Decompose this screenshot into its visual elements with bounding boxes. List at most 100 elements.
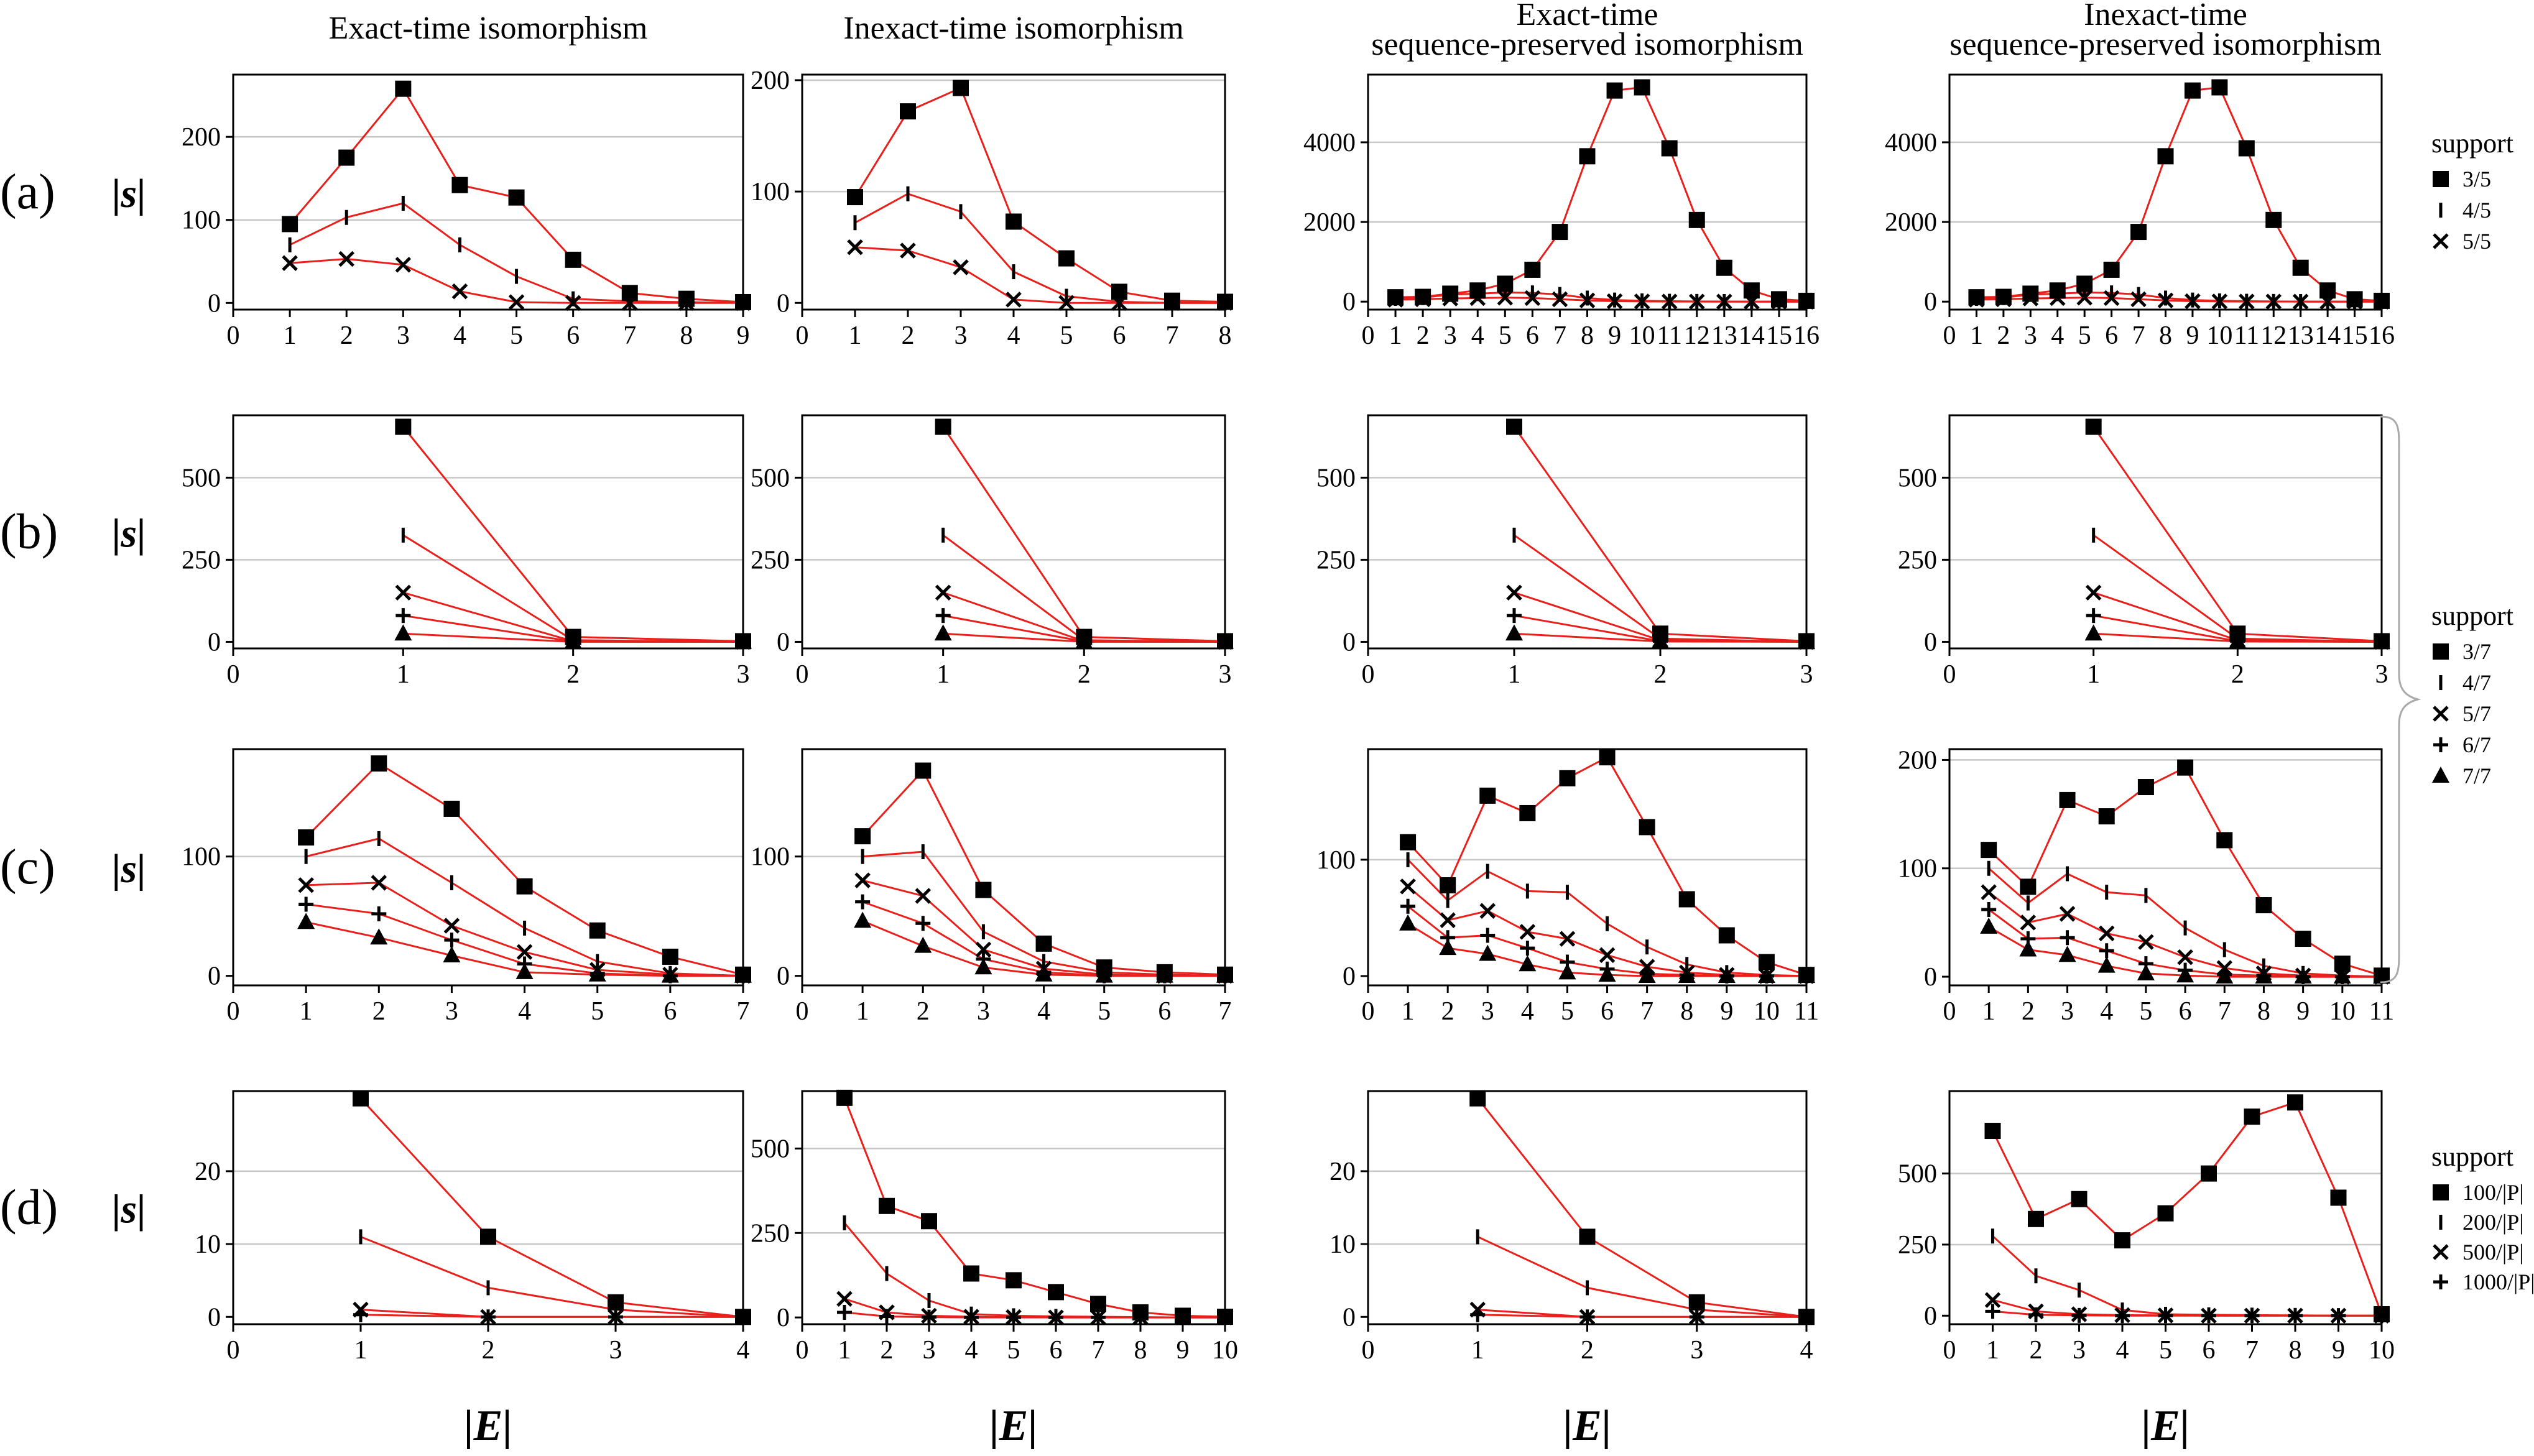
- data-point-x: [1519, 924, 1536, 940]
- series-line-square: [1976, 86, 2382, 302]
- x-tick-label: 4: [1471, 321, 1484, 350]
- data-point-x: [1164, 295, 1180, 311]
- data-point-x: [338, 251, 354, 267]
- x-tick-label: 2: [881, 1336, 894, 1365]
- y-axis-label-0: |s|: [112, 171, 146, 216]
- series-line-x: [1976, 297, 2382, 303]
- data-point-x: [1551, 291, 1568, 308]
- data-point-square: [2244, 1108, 2260, 1125]
- series-line-dash: [1992, 1235, 2382, 1317]
- data-point-square: [662, 948, 678, 965]
- y-tick-label: 0: [777, 1304, 790, 1332]
- data-point-triangle: [934, 624, 952, 641]
- data-point-triangle: [1598, 965, 1616, 982]
- panel-2-1: 0 100 0 1 2 3 4 5 6 7: [751, 748, 1234, 1026]
- legend-marker-plus: [2433, 737, 2448, 752]
- x-tick-label: 2: [1078, 660, 1091, 689]
- x-tick-label: 7: [1166, 321, 1179, 350]
- row-label-2: (c): [0, 840, 55, 895]
- x-tick-label: 7: [2132, 321, 2145, 350]
- data-point-triangle: [2294, 967, 2312, 984]
- x-tick-label: 5: [1098, 997, 1111, 1026]
- y-tick-label: 0: [777, 962, 790, 991]
- data-point-triangle: [588, 965, 606, 982]
- data-point-x: [1579, 292, 1596, 309]
- data-point-square: [2028, 1210, 2044, 1227]
- panel-1-3: 0 250 500 0 1 2 3: [1898, 414, 2390, 689]
- series-line-x: [854, 246, 1225, 304]
- column-title-2-line-1: sequence-preserved isomorphism: [1371, 27, 1803, 62]
- plot-frame: [801, 748, 1226, 987]
- x-tick-label: 9: [737, 321, 750, 350]
- data-point-square: [480, 1228, 496, 1245]
- x-tick-label: 8: [2289, 1336, 2302, 1365]
- x-tick-label: 5: [510, 321, 523, 350]
- y-tick-label: 0: [208, 289, 221, 318]
- data-point-x: [443, 918, 460, 934]
- data-point-x: [2103, 290, 2120, 306]
- x-tick-label: 1: [1508, 660, 1521, 689]
- data-point-square: [2130, 224, 2147, 241]
- legend-title: support: [2431, 128, 2513, 159]
- x-tick-label: 14: [2314, 321, 2341, 350]
- series-line-square: [1395, 86, 1807, 302]
- y-tick-label: 2000: [1885, 208, 1937, 237]
- legend-marker-x: [2433, 1244, 2449, 1260]
- series-line-dash: [1477, 1236, 1807, 1318]
- data-point-plus: [2201, 1308, 2216, 1324]
- data-point-plus: [1520, 941, 1535, 956]
- x-tick-label: 3: [1444, 321, 1457, 350]
- x-tick-label: 1: [1970, 321, 1983, 350]
- data-point-x: [1415, 291, 1431, 308]
- x-tick-label: 0: [1943, 1336, 1956, 1365]
- data-point-plus: [353, 1307, 368, 1322]
- x-tick-label: 8: [1134, 1336, 1147, 1365]
- data-point-square: [836, 1089, 853, 1106]
- x-tick-label: 2: [482, 1336, 495, 1365]
- series-line-x: [1395, 297, 1806, 303]
- x-tick-label: 6: [1526, 321, 1539, 350]
- x-tick-label: 7: [1553, 321, 1566, 350]
- y-tick-label: 2000: [1303, 208, 1356, 237]
- x-tick-label: 1: [1986, 1336, 1999, 1365]
- panel-3-3: 0 250 500 0 1 2 3 4 5 6 7 8 9 10: [1898, 1090, 2395, 1365]
- x-tick-label: 4: [1007, 321, 1020, 350]
- data-point-x: [565, 295, 581, 311]
- legend-2: support 100/|P| 200/|P| 500/|P| 1000/|P|: [2431, 1141, 2534, 1294]
- legend-marker-x: [2433, 706, 2449, 722]
- x-tick-label: 9: [2332, 1336, 2345, 1365]
- x-tick-label: 0: [227, 1336, 240, 1365]
- x-tick-label: 1: [838, 1336, 851, 1365]
- data-point-x: [935, 584, 951, 601]
- legend-item-label: 200/|P|: [2462, 1210, 2523, 1235]
- x-tick-label: 0: [796, 997, 809, 1026]
- data-point-square: [1058, 250, 1075, 267]
- data-point-square: [298, 829, 315, 846]
- data-point-square: [2255, 897, 2272, 914]
- data-point-square: [847, 189, 863, 206]
- data-point-square: [1678, 891, 1695, 908]
- x-tick-label: 0: [796, 660, 809, 689]
- data-point-x: [2346, 293, 2363, 310]
- data-point-x: [2239, 293, 2255, 310]
- data-point-triangle: [1757, 967, 1775, 984]
- y-tick-label: 200: [182, 123, 221, 152]
- data-point-triangle: [1155, 966, 1173, 983]
- series-line-square: [843, 1097, 1226, 1318]
- legend-title: support: [2431, 601, 2513, 631]
- data-point-triangle: [2229, 632, 2247, 648]
- x-tick-label: 5: [591, 997, 604, 1026]
- data-point-plus: [1400, 898, 1416, 914]
- data-point-square: [879, 1197, 895, 1214]
- data-point-x: [1968, 292, 1985, 308]
- data-point-square: [915, 762, 932, 779]
- data-point-square: [1519, 804, 1536, 821]
- x-tick-label: 6: [1158, 997, 1171, 1026]
- data-point-square: [2292, 259, 2309, 276]
- x-tick-label: 2: [2030, 1336, 2043, 1365]
- data-point-square: [2201, 1165, 2217, 1182]
- x-tick-label: 14: [1739, 321, 1765, 350]
